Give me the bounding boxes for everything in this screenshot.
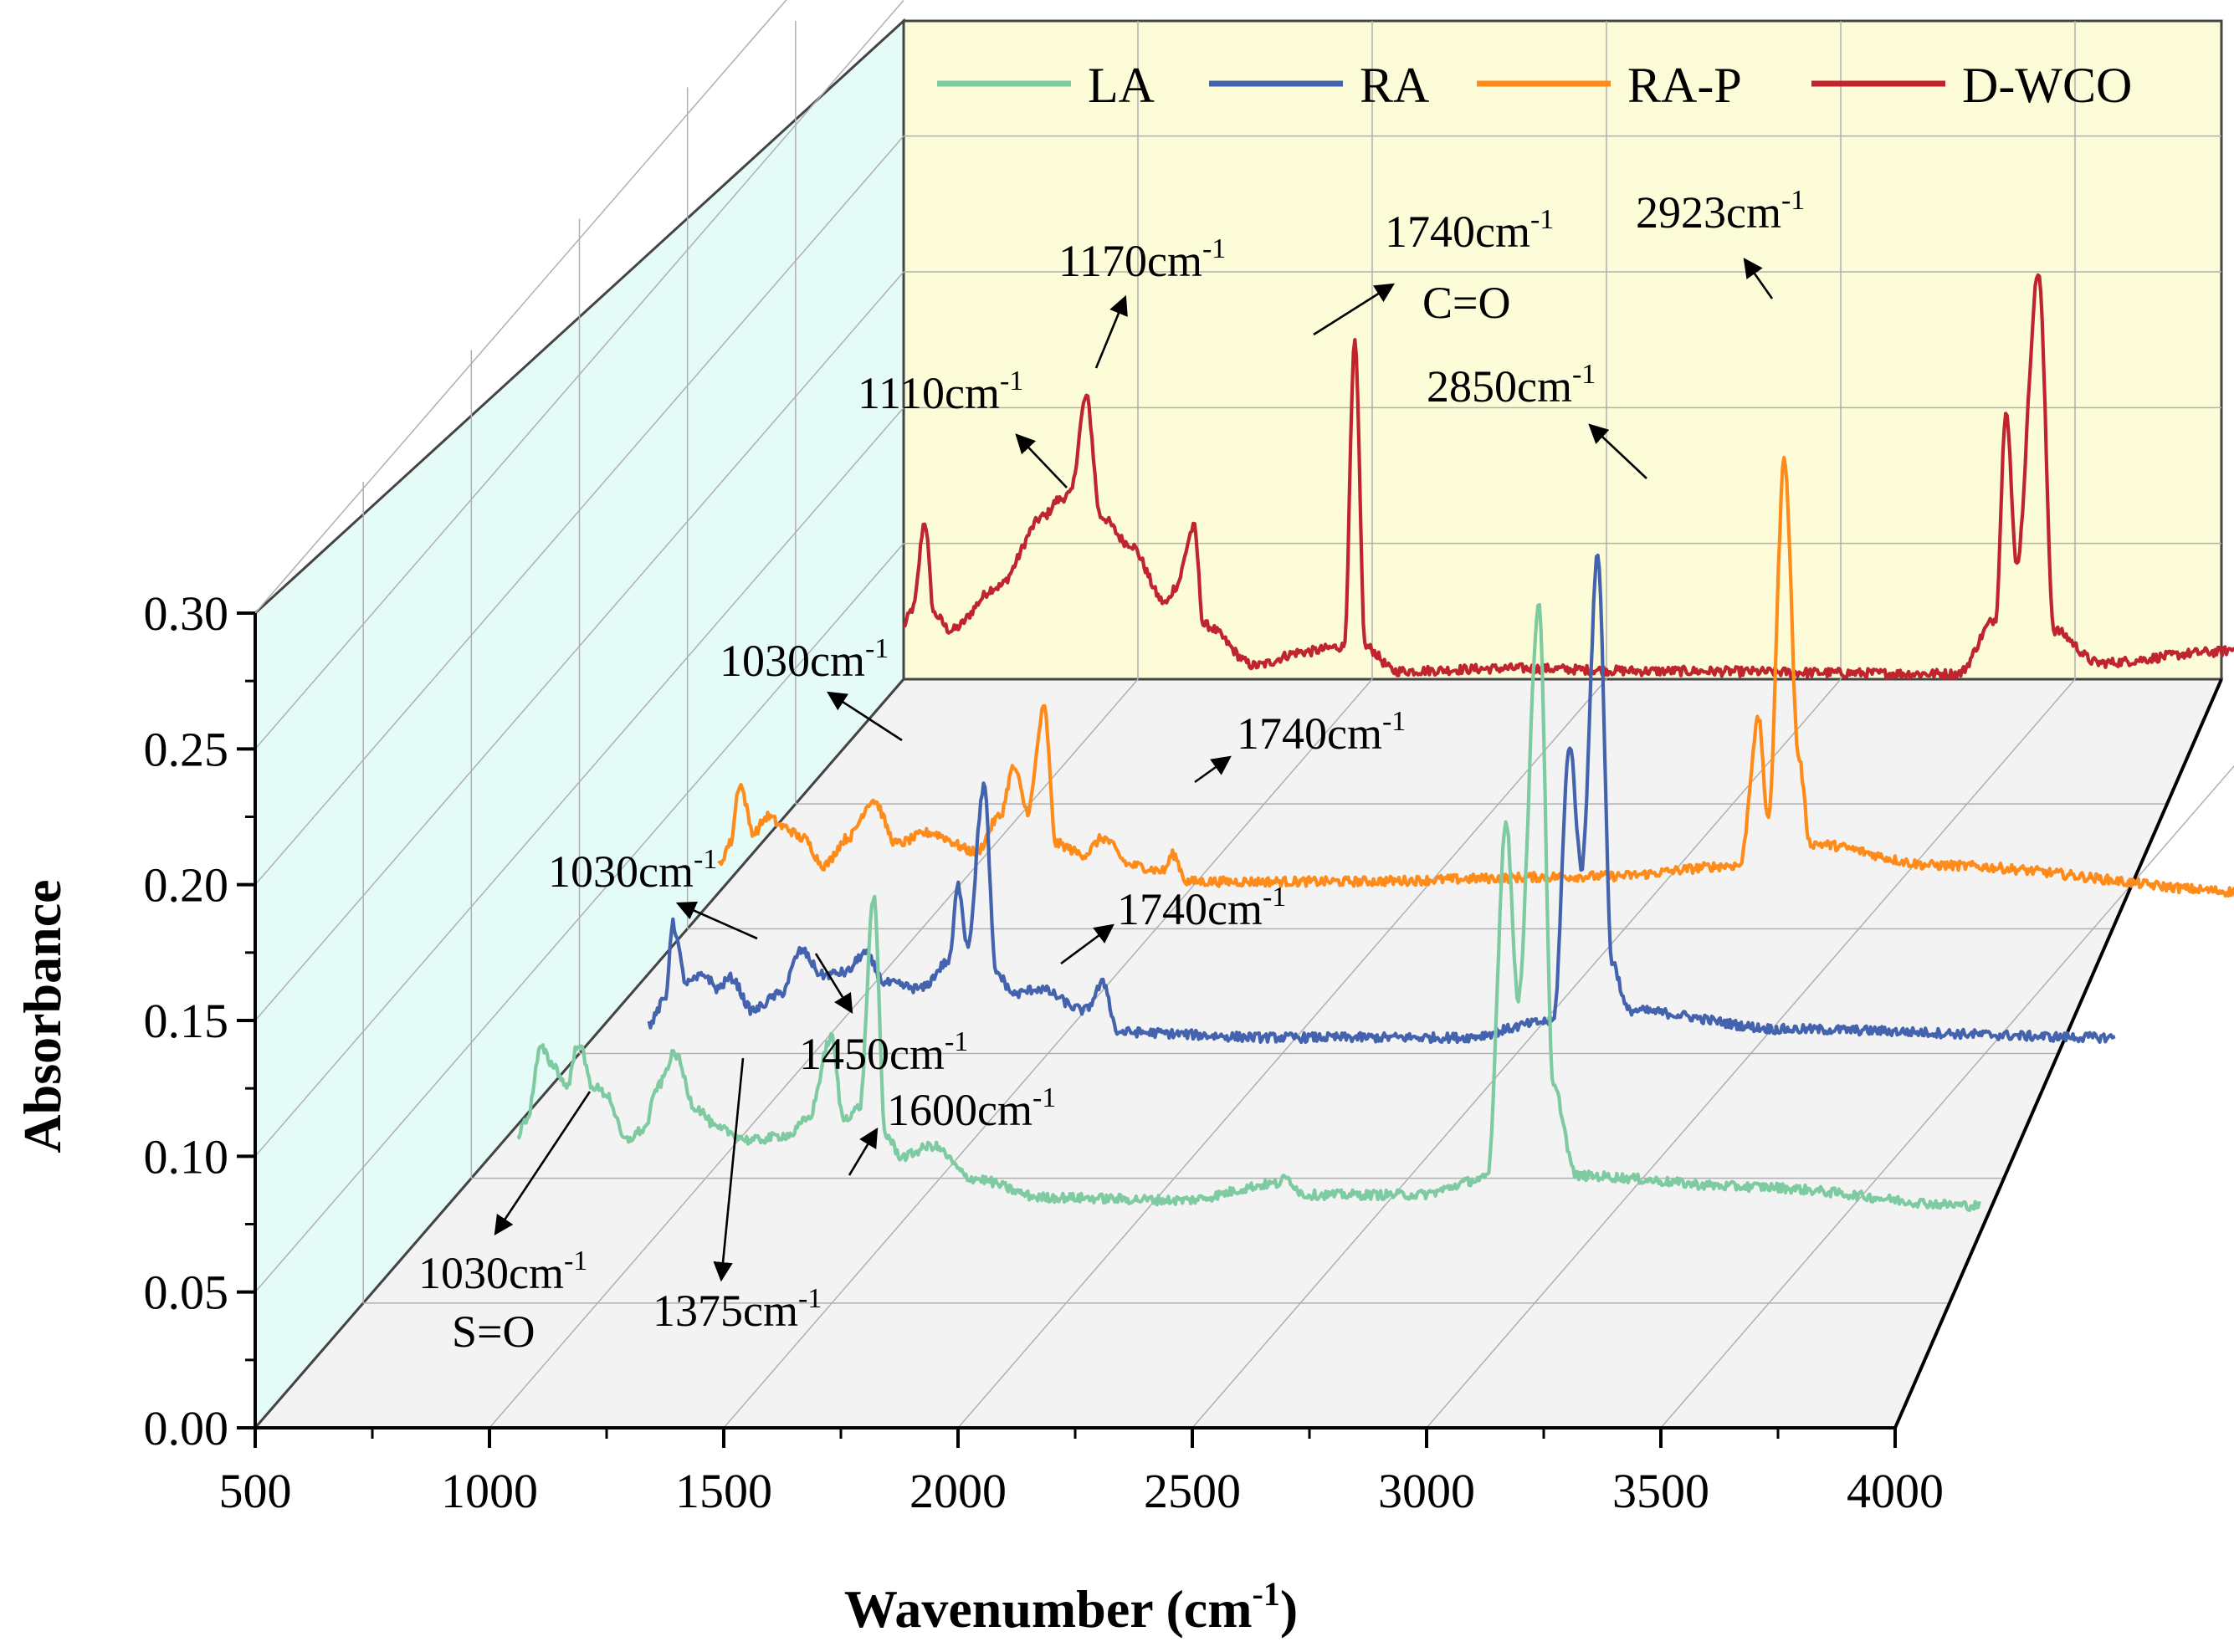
- y-tick-label: 0.00: [144, 1401, 229, 1455]
- x-tick-label: 2000: [909, 1464, 1007, 1518]
- arrow-ra-1740: [1060, 923, 1114, 965]
- arrow-ra-1030: [675, 901, 758, 940]
- arrow-ra-1450: [814, 953, 853, 1014]
- x-tick-label: 2500: [1144, 1464, 1241, 1518]
- legend: LA RA RA-P D-WCO: [937, 58, 2132, 113]
- arrow-la-1600: [848, 1127, 879, 1176]
- y-axis-title: Absorbance: [13, 879, 72, 1153]
- x-axis-title: Wavenumber (cm-1): [844, 1575, 1298, 1639]
- x-tick-label: 1500: [675, 1464, 772, 1518]
- side-wall-grid: [254, 0, 904, 1303]
- legend-label-d-wco: D-WCO: [1962, 58, 2132, 113]
- legend-label-ra: RA: [1360, 58, 1429, 113]
- x-tick-label: 500: [219, 1464, 292, 1518]
- ann-dwco-1740-line2: C=O: [1422, 278, 1510, 328]
- x-axis-ticks: 500 1000 1500 2000 2500 3000 3500 4000: [219, 1428, 1944, 1518]
- arrow-la-1375: [713, 1057, 745, 1282]
- y-tick-label: 0.10: [144, 1129, 229, 1184]
- x-axis-title-sup: -1: [1253, 1575, 1280, 1613]
- series-line-la: [516, 602, 1981, 1212]
- z-axis-edge: [1893, 678, 2223, 1429]
- x-tick-label: 3500: [1612, 1464, 1709, 1518]
- series-layer: [516, 273, 2234, 1212]
- x-tick-label: 1000: [441, 1464, 538, 1518]
- legend-label-la: LA: [1088, 58, 1155, 113]
- x-tick-label: 4000: [1847, 1464, 1944, 1518]
- ann-ra-1030: 1030cm-1: [548, 844, 717, 897]
- ann-dwco-2923: 2923cm-1: [1636, 185, 1805, 238]
- ann-la-1030-line2: S=O: [452, 1307, 535, 1357]
- annotation-layer: 1030cm-1 S=O 1375cm-1 1600cm-1 1030cm-1 1450c…: [418, 185, 1805, 1357]
- arrow-rap-1030: [827, 691, 903, 742]
- series-line-d-wco: [902, 273, 2234, 681]
- arrow-dwco-2923: [1743, 258, 1774, 299]
- arrow-rap-1740: [1194, 755, 1232, 784]
- ann-dwco-1740: 1740cm-1: [1385, 204, 1554, 257]
- ann-ra-1450: 1450cm-1: [799, 1026, 968, 1079]
- arrow-dwco-1110: [1015, 433, 1068, 488]
- ann-dwco-1170: 1170cm-1: [1058, 233, 1226, 286]
- ann-rap-1740: 1740cm-1: [1237, 706, 1406, 759]
- x-tick-label: 3000: [1378, 1464, 1475, 1518]
- x-axis-title-text: Wavenumber (cm: [844, 1579, 1253, 1639]
- arrow-la-1030: [494, 1091, 592, 1235]
- y-tick-label: 0.25: [144, 722, 229, 776]
- back-wall: [902, 19, 2223, 681]
- ann-la-1600: 1600cm-1: [887, 1082, 1056, 1135]
- ann-dwco-2850: 2850cm-1: [1427, 359, 1596, 412]
- x-axis-title-close: ): [1280, 1579, 1298, 1639]
- ann-dwco-1110: 1110cm-1: [858, 366, 1023, 418]
- y-axis-ticks: 0.00 0.05 0.10 0.15 0.20 0.25 0.30: [144, 586, 255, 1455]
- legend-label-ra-p: RA-P: [1627, 58, 1742, 113]
- series-line-ra: [647, 553, 2116, 1045]
- ann-la-1375: 1375cm-1: [653, 1283, 822, 1336]
- y-tick-label: 0.30: [144, 586, 229, 641]
- arrow-dwco-2850: [1588, 423, 1647, 479]
- ann-ra-1740: 1740cm-1: [1117, 882, 1286, 934]
- back-wall-grid: [904, 21, 2221, 679]
- arrow-dwco-1170: [1094, 294, 1128, 369]
- y-tick-label: 0.20: [144, 858, 229, 913]
- y-tick-label: 0.15: [144, 994, 229, 1048]
- ann-la-1030: 1030cm-1: [418, 1245, 587, 1298]
- y-tick-label: 0.05: [144, 1266, 229, 1320]
- ann-rap-1030: 1030cm-1: [720, 633, 889, 686]
- arrow-dwco-1740: [1313, 283, 1395, 336]
